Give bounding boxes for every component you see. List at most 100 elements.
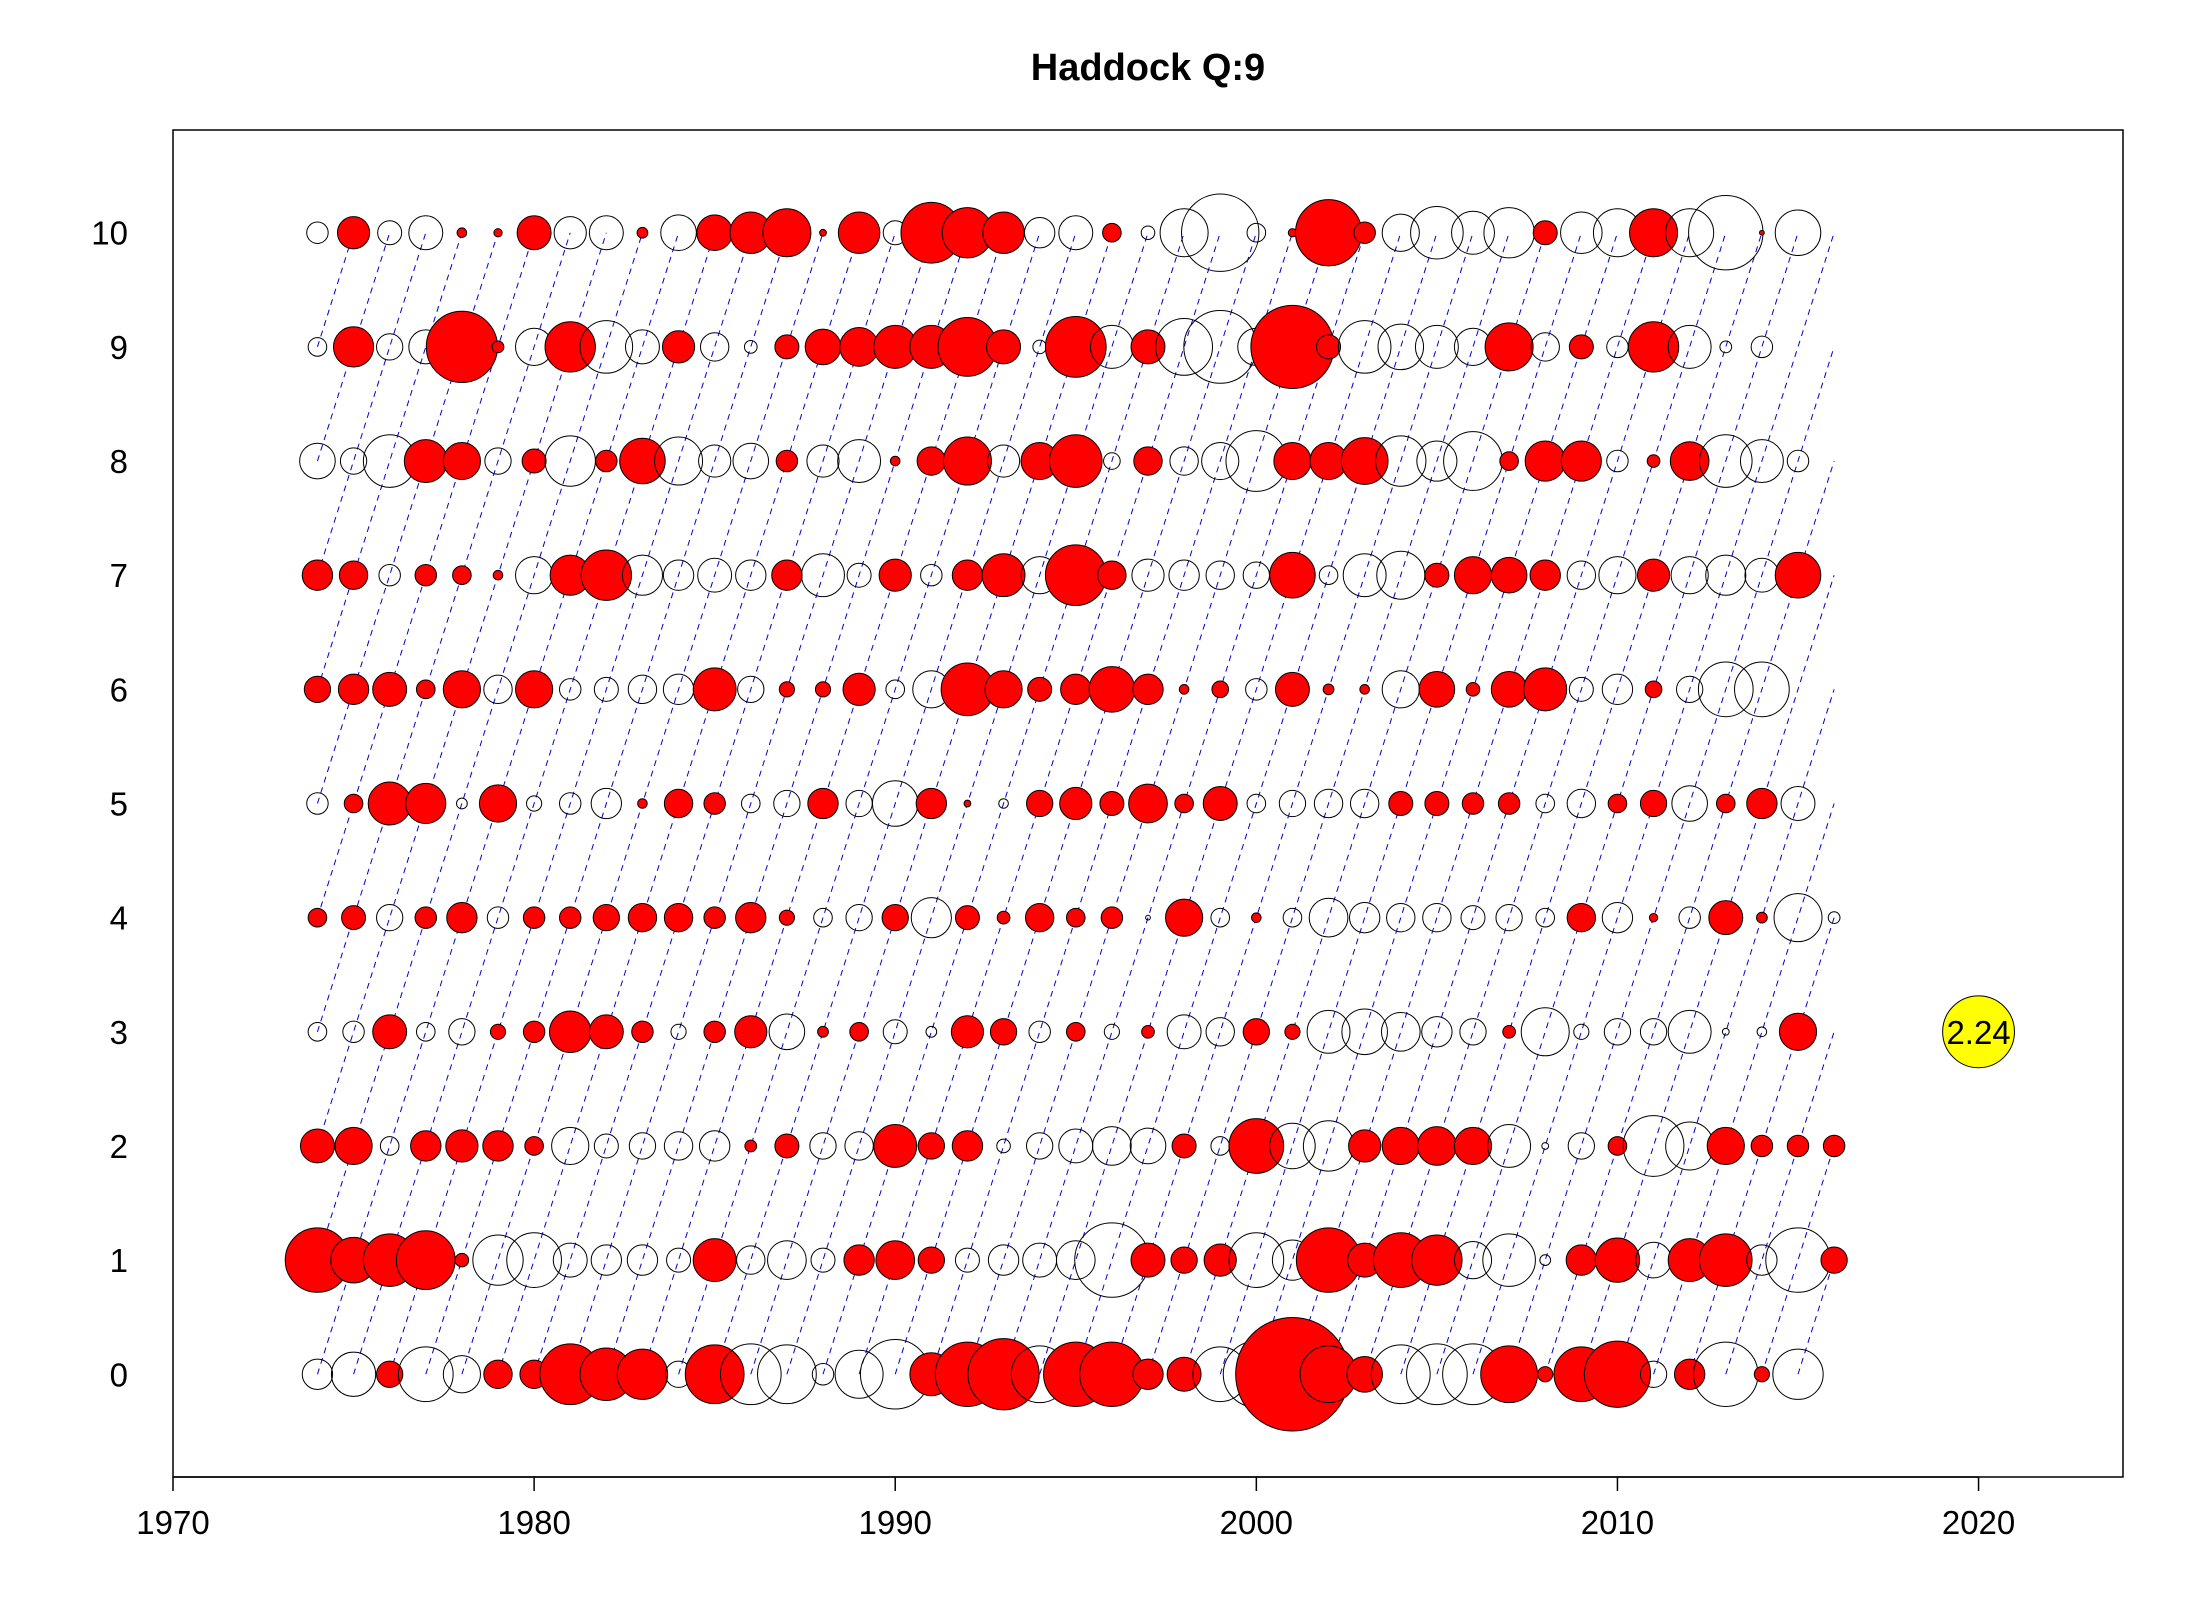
positive-residual-bubble — [1130, 1242, 1166, 1278]
cohort-line — [1725, 1031, 1835, 1375]
negative-residual-bubble — [1205, 1017, 1235, 1047]
positive-residual-bubble — [334, 1126, 373, 1166]
cohort-line — [1183, 232, 1546, 1375]
negative-residual-bubble — [408, 215, 444, 251]
negative-residual-bubble — [1639, 1018, 1668, 1046]
negative-residual-bubble — [1103, 1023, 1120, 1040]
positive-residual-bubble — [558, 906, 582, 929]
positive-residual-bubble — [774, 334, 800, 360]
negative-residual-bubble — [996, 1138, 1011, 1154]
negative-residual-bubble — [844, 1131, 874, 1161]
positive-residual-bubble — [367, 781, 412, 826]
positive-residual-bubble — [1044, 544, 1107, 607]
positive-residual-bubble — [774, 1133, 800, 1159]
negative-residual-bubble — [1269, 1122, 1316, 1170]
positive-residual-bubble — [414, 906, 438, 929]
negative-residual-bubble — [299, 442, 336, 480]
y-tick-label: 1 — [110, 1242, 128, 1279]
positive-residual-bubble — [1673, 1358, 1706, 1390]
positive-residual-bubble — [403, 439, 448, 484]
positive-residual-bubble — [1099, 791, 1125, 816]
positive-residual-bubble — [1228, 1118, 1285, 1174]
positive-residual-bubble — [889, 455, 901, 467]
chart-title: Haddock Q:9 — [1031, 47, 1265, 89]
positive-residual-bubble — [1480, 1345, 1539, 1404]
negative-residual-bubble — [662, 559, 695, 591]
y-tick-label: 4 — [110, 900, 128, 937]
positive-residual-bubble — [981, 553, 1026, 598]
negative-residual-bubble — [593, 1133, 619, 1159]
positive-residual-bubble — [616, 1348, 669, 1400]
positive-residual-bubble — [1753, 1366, 1770, 1383]
positive-residual-bubble — [735, 901, 767, 934]
negative-residual-bubble — [1746, 1244, 1778, 1276]
negative-residual-bubble — [301, 1358, 334, 1390]
negative-residual-bubble — [773, 789, 801, 818]
x-tick-label: 1990 — [859, 1504, 932, 1541]
positive-residual-bubble — [1461, 792, 1485, 815]
positive-residual-bubble — [1322, 683, 1335, 696]
positive-residual-bubble — [771, 559, 803, 591]
positive-residual-bubble — [489, 1023, 507, 1040]
positive-residual-bubble — [1059, 786, 1093, 821]
cohort-line — [1544, 460, 1835, 1375]
positive-residual-bubble — [454, 1252, 470, 1268]
positive-residual-bubble — [1669, 441, 1710, 481]
negative-residual-bubble — [1566, 788, 1597, 819]
cohort-line — [1508, 346, 1835, 1375]
positive-residual-bubble — [703, 906, 726, 929]
positive-residual-bubble — [303, 675, 332, 703]
negative-residual-bubble — [307, 1022, 328, 1042]
positive-residual-bubble — [1566, 902, 1597, 933]
negative-residual-bubble — [1055, 1240, 1096, 1280]
negative-residual-bubble — [1676, 675, 1704, 703]
negative-residual-bubble — [697, 557, 733, 593]
positive-residual-bubble — [307, 907, 328, 928]
negative-residual-bubble — [342, 1020, 365, 1044]
negative-residual-bubble — [846, 562, 872, 588]
positive-residual-bubble — [762, 208, 812, 258]
positive-residual-bubble — [341, 905, 367, 931]
residual-bubbles — [284, 193, 1848, 1432]
negative-residual-bubble — [553, 216, 587, 250]
positive-residual-bubble — [372, 1014, 408, 1050]
negative-residual-bubble — [579, 320, 634, 374]
negative-residual-bubble — [1667, 1009, 1712, 1054]
positive-residual-bubble — [814, 681, 832, 698]
negative-residual-bubble — [442, 1355, 481, 1394]
negative-residual-bubble — [626, 1244, 659, 1276]
positive-residual-bubble — [1203, 1243, 1237, 1277]
negative-residual-bubble — [1406, 1343, 1468, 1406]
x-tick-label: 1970 — [136, 1504, 209, 1541]
positive-residual-bubble — [299, 1128, 335, 1164]
positive-residual-bubble — [425, 310, 498, 383]
negative-residual-bubble — [1028, 1020, 1051, 1044]
positive-residual-bubble — [414, 563, 438, 587]
positive-residual-bubble — [819, 228, 827, 237]
positive-residual-bubble — [1502, 1024, 1516, 1039]
negative-residual-bubble — [558, 792, 582, 815]
positive-residual-bubble — [1529, 559, 1561, 591]
negative-residual-bubble — [593, 676, 619, 702]
positive-residual-bubble — [410, 1130, 442, 1162]
negative-residual-bubble — [768, 1013, 806, 1051]
negative-residual-bubble — [306, 221, 329, 244]
negative-residual-bubble — [1698, 434, 1753, 488]
positive-residual-bubble — [1607, 793, 1628, 814]
negative-residual-bubble — [1520, 1007, 1570, 1057]
negative-residual-bubble — [987, 1244, 1020, 1276]
negative-residual-bubble — [1181, 193, 1260, 272]
positive-residual-bubble — [951, 1130, 984, 1162]
positive-residual-bubble — [395, 1230, 456, 1291]
negative-residual-bubble — [397, 1346, 454, 1403]
positive-residual-bubble — [1484, 322, 1534, 372]
positive-residual-bubble — [692, 1238, 737, 1283]
positive-residual-bubble — [1418, 671, 1456, 708]
positive-residual-bubble — [595, 449, 618, 473]
positive-residual-bubble — [522, 1020, 546, 1044]
negative-residual-bubble — [1541, 1142, 1550, 1150]
positive-residual-bubble — [951, 559, 984, 591]
negative-residual-bubble — [1140, 225, 1156, 241]
negative-residual-bubble — [1719, 340, 1733, 354]
negative-residual-bubble — [1786, 449, 1810, 473]
